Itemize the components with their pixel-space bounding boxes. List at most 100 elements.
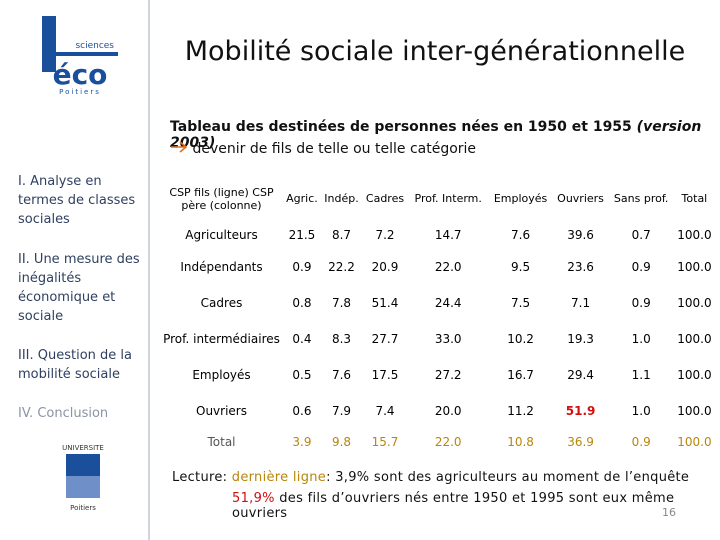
- reading-text: des fils d’ouvriers nés entre 1950 et 19…: [232, 491, 675, 521]
- table-cell: 15.7: [371, 434, 399, 449]
- table-cell: Agric.: [286, 192, 318, 205]
- reading-note: 51,9% des fils d’ouvriers nés entre 1950…: [232, 491, 720, 521]
- table-cell: 51.4: [371, 295, 399, 310]
- table-cell: 100.0: [677, 434, 712, 449]
- arrow-icon: [171, 141, 188, 153]
- sidebar: sciences éco Poitiers I. Analyse en term…: [0, 0, 150, 540]
- table-row: Indépendants 0.9 22.2 20.9 22.0 9.5 23.6 0.9 100…: [160, 248, 715, 285]
- table-cell: Ouvriers: [557, 192, 604, 205]
- table-cell: 1.0: [631, 403, 651, 418]
- table-row: Employés 0.5 7.6 17.5 27.2 16.7 29.4 1.1 100.0: [160, 357, 715, 393]
- table-cell: 27.2: [434, 368, 462, 382]
- reading-note: Lecture: dernière ligne: 3,9% sont des a…: [172, 470, 689, 485]
- logo-bottom: Poitiers: [59, 88, 101, 96]
- table-cell: Employés: [192, 368, 251, 382]
- table-cell: 0.5: [292, 368, 312, 382]
- university-logo: UNIVERSITE Poitiers: [62, 444, 104, 512]
- table-cell: 1.1: [631, 368, 651, 382]
- table-cell: 7.4: [375, 403, 395, 418]
- table-cell: Indép.: [324, 192, 359, 205]
- table-cell: CSP fils (ligne) CSP père (colonne): [169, 185, 274, 212]
- table-cell: 10.8: [507, 434, 534, 449]
- table-cell: 24.4: [434, 295, 462, 310]
- table-cell: 20.9: [371, 259, 399, 274]
- caption-text: Tableau des destinées de personnes nées …: [170, 119, 632, 135]
- header-row: CSP fils (ligne) CSP père (colonne) Agric…: [160, 175, 715, 222]
- table-cell: 10.2: [507, 331, 534, 346]
- table-cell: 3.9: [292, 434, 312, 449]
- mobility-table: CSP fils (ligne) CSP père (colonne) Agric…: [160, 175, 715, 455]
- table-cell: 21.5: [288, 228, 316, 242]
- logo-main: éco: [53, 58, 108, 91]
- sidebar-item[interactable]: II. Une mesure des inégalités économique…: [18, 252, 140, 324]
- table-cell: 100.0: [677, 331, 712, 346]
- table-cell: Total: [681, 192, 708, 205]
- table-cell: 7.2: [375, 228, 395, 242]
- reading-label: Lecture:: [172, 470, 228, 485]
- university-top: UNIVERSITE: [62, 444, 104, 452]
- table-cell: 100.0: [677, 228, 712, 242]
- table-cell: Agriculteurs: [185, 228, 258, 242]
- table-cell: 100.0: [677, 403, 712, 418]
- table-cell: 0.9: [292, 259, 312, 274]
- table-cell: 22.0: [434, 434, 462, 449]
- table-cell: 17.5: [371, 368, 399, 382]
- university-bottom: Poitiers: [70, 504, 96, 512]
- sidebar-item[interactable]: I. Analyse en termes de classes sociales: [18, 174, 136, 227]
- table-cell: 0.8: [292, 295, 312, 310]
- page-number: 16: [662, 506, 676, 519]
- table-cell: Prof. intermédiaires: [163, 331, 280, 346]
- table-cell: 0.9: [631, 259, 651, 274]
- table-cell: 16.7: [507, 368, 534, 382]
- table-cell: Cadres: [365, 192, 405, 205]
- table-cell: Indépendants: [180, 259, 263, 274]
- caption-text: devenir de fils de telle ou telle catégo…: [192, 141, 477, 157]
- table-cell: 100.0: [677, 295, 712, 310]
- table-row: Prof. intermédiaires 0.4 8.3 27.7 33.0 10.2 19…: [160, 320, 715, 357]
- table-row: Ouvriers 0.6 7.9 7.4 20.0 11.2 51.9 1.0 100.0: [160, 393, 715, 428]
- table-cell: Sans prof.: [613, 192, 669, 205]
- table-cell: 7.9: [331, 403, 352, 418]
- caption: Tableau des destinées de personnes nées …: [170, 119, 720, 151]
- reading-highlight: dernière ligne: [231, 470, 327, 485]
- table-cell: 1.0: [631, 331, 651, 346]
- table-cell: 100.0: [677, 259, 712, 274]
- table-cell: 14.7: [434, 228, 462, 242]
- table-cell: 7.1: [571, 295, 591, 310]
- table-cell: 0.9: [631, 434, 651, 449]
- sidebar-item[interactable]: III. Question de la mobilité sociale: [18, 348, 133, 382]
- table-cell: 22.2: [328, 259, 355, 274]
- table-cell: 7.6: [511, 228, 531, 242]
- table-cell: Employés: [493, 192, 548, 205]
- table-cell: 8.3: [331, 331, 352, 346]
- table-cell: 7.5: [511, 295, 531, 310]
- table-cell: 27.7: [371, 331, 399, 346]
- logo: sciences éco Poitiers: [40, 14, 120, 96]
- table-cell: 33.0: [434, 331, 462, 346]
- sidebar-item[interactable]: IV. Conclusion: [18, 406, 109, 421]
- table-cell: 20.0: [434, 403, 462, 418]
- table-cell: 0.7: [631, 228, 651, 242]
- table-cell: 9.8: [331, 434, 352, 449]
- table-cell: Cadres: [200, 295, 243, 310]
- table-cell: 11.2: [507, 403, 534, 418]
- table-cell: 22.0: [434, 259, 462, 274]
- table-cell: 8.7: [331, 228, 352, 242]
- table-cell: 0.6: [292, 403, 312, 418]
- table-cell: 23.6: [567, 259, 594, 274]
- table-row: Cadres 0.8 7.8 51.4 24.4 7.5 7.1 0.9 100.0: [160, 285, 715, 320]
- table-cell: 7.6: [331, 368, 352, 382]
- table-cell: 9.5: [511, 259, 531, 274]
- table-cell: 29.4: [567, 368, 594, 382]
- table-cell: 100.0: [677, 368, 712, 382]
- table-row: Total 3.9 9.8 15.7 22.0 10.8 36.9 0.9 100.0: [160, 428, 715, 455]
- slide-title: Mobilité sociale inter-générationnelle: [184, 36, 686, 67]
- table-cell: Ouvriers: [196, 403, 247, 418]
- reading-text: : 3,9% sont des agriculteurs au moment d…: [326, 470, 690, 485]
- table-cell: 0.4: [292, 331, 312, 346]
- reading-highlight: 51,9%: [232, 491, 275, 506]
- table-cell: Prof. Interm.: [414, 192, 482, 205]
- table-cell: 36.9: [567, 434, 594, 449]
- table-cell: 39.6: [567, 228, 594, 242]
